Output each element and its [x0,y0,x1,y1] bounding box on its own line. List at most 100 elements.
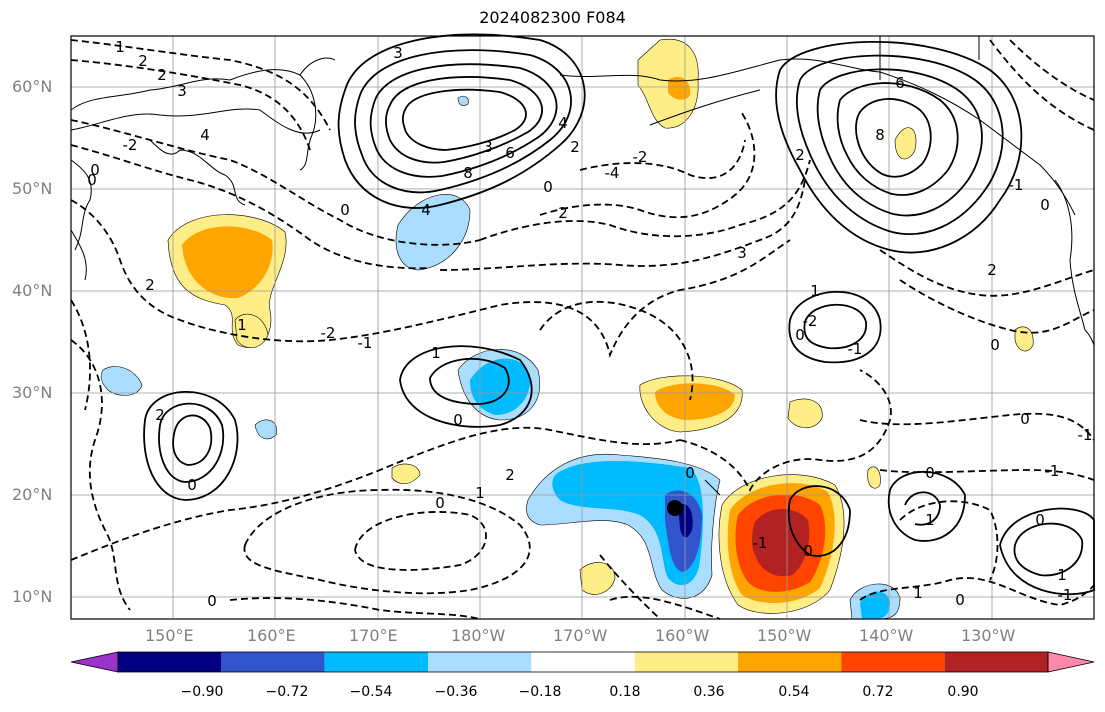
contour-label: 2 [155,406,165,424]
contour-neg-15 [679,369,892,493]
contour-label: 0 [207,592,217,610]
contour-label: 6 [895,74,905,92]
coast-alaska [559,58,1076,216]
contour-label: 0 [87,171,97,189]
contour-neg-26 [609,595,721,620]
contour-label: -1 [1078,426,1093,444]
contour-pos-4 [384,76,544,164]
colorbar [70,651,1095,673]
fill-yellow-small2 [579,562,616,595]
contours-dashed [70,39,1095,620]
contour-neg-24 [599,554,661,620]
colorbar-swatch [428,652,532,672]
contour-pos-se2 [904,491,941,526]
contour-neg-7 [439,179,806,271]
colorbar-tick-4: −0.36 [434,684,478,700]
contour-label: 0 [925,464,935,482]
contour-neg-2 [70,59,311,151]
contour-label: 2 [505,466,515,484]
lon-label-170e: 170°E [349,626,398,645]
colorbar-tick-1: −0.90 [180,684,224,700]
contour-pos-5 [401,88,527,151]
contour-label: -4 [605,164,620,182]
contour-neg-21 [859,412,1095,441]
contour-label: 0 [187,476,197,494]
fill-yellow-small3 [787,398,823,429]
contour-label: 0 [453,411,463,429]
fill-yellow-small5 [1014,326,1034,352]
fill-orange-nw [182,226,273,299]
lon-label-160e: 160°E [247,626,296,645]
colorbar-tick-7: 0.36 [693,684,725,700]
lon-label-140w: 140°W [859,626,914,645]
contour-neg-13 [243,488,531,595]
colorbar-swatch [841,652,945,672]
contour-label: -2 [803,312,818,330]
contour-label: 0 [990,336,1000,354]
colorbar-tick-8: 0.54 [778,684,810,700]
fill-orange-mid [655,383,735,420]
contour-pos-w3 [172,414,213,466]
contour-label: 0 [90,161,100,179]
contour-label: 6 [505,144,515,162]
contour-label: 1 [1057,566,1067,584]
contour-pos-e2 [803,303,867,350]
lat-label-50n: 50°N [12,179,53,198]
lon-label-150w: 150°W [757,626,812,645]
contour-label: 0 [1020,410,1030,428]
contour-neg-11 [70,299,91,411]
colorbar-swatch [738,652,842,672]
contour-pos-mid2 [429,357,510,405]
colorbar-swatch [118,652,222,672]
contour-label: 3 [393,44,403,62]
contour-neg-18 [879,249,1095,297]
lon-label-170w: 170°W [553,626,608,645]
map-title: 2024082300 F084 [479,8,626,27]
colorbar-tick-3: −0.54 [349,684,393,700]
contour-label: 4 [200,126,210,144]
border-canada [879,36,980,80]
fill-blue-se [860,591,890,619]
contour-label: 0 [685,464,695,482]
lon-label-130w: 130°W [961,626,1016,645]
contour-neg-9 [579,139,746,179]
contour-label: 3 [483,138,493,156]
contour-label: -1 [848,340,863,358]
contour-pos-w2 [158,402,225,483]
contour-label: 1 [475,484,485,502]
contour-label: -2 [321,324,336,342]
colorbar-tick-6: 0.18 [609,684,641,700]
fill-yellow-ne [894,127,917,160]
contour-pos-far2 [1013,522,1083,577]
contour-neg-17 [899,279,1095,334]
contour-neg-6 [479,159,811,241]
contour-label: 0 [955,591,965,609]
contour-label: 1 [810,282,820,300]
contour-pos-3 [369,63,558,178]
lat-label-60n: 60°N [12,77,53,96]
contour-label: -2 [633,148,648,166]
contour-label: 0 [1040,196,1050,214]
contour-neg-19 [989,39,1095,131]
coast-hawaii [704,479,721,496]
contour-label: 4 [421,201,431,219]
colorbar-swatch [324,652,428,672]
contour-pos-ne2 [795,54,1004,235]
contour-label: 0 [1035,511,1045,529]
contour-pos-2 [354,49,572,194]
contours [143,33,1095,596]
contour-label: 0 [340,201,350,219]
colorbar-swatch [221,652,325,672]
lat-label-40n: 40°N [12,281,53,300]
fill-lightblue-n [395,194,471,271]
contour-pos-sw [787,485,851,557]
contour-label: 1 [913,584,923,602]
fill-blue-mid [470,358,531,415]
colorbar-border [117,651,1049,673]
fill-blue-hawaii [552,460,703,586]
contour-pos-ne5 [855,98,932,178]
colorbar-swatch [634,652,738,672]
contour-label: 3 [177,82,187,100]
gridlines [71,36,1094,619]
